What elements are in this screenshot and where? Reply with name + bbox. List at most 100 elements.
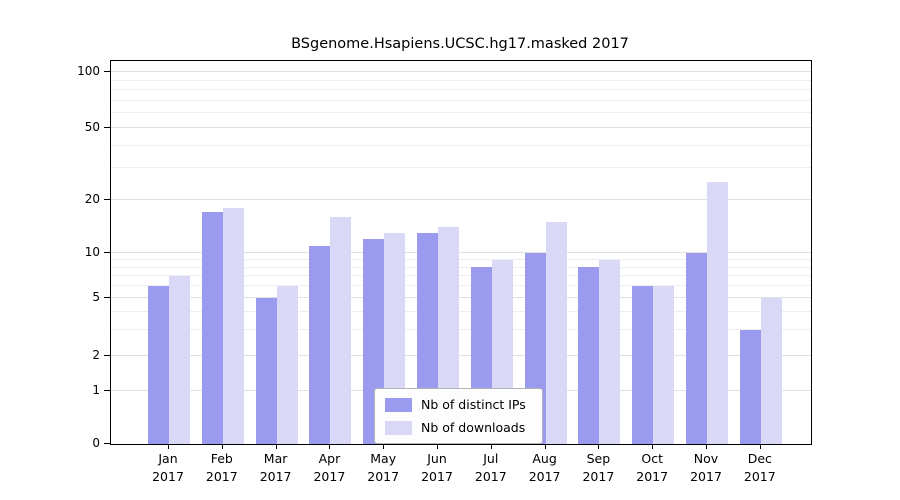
x-tick-month: Apr <box>318 451 341 466</box>
x-tick-mark <box>168 444 169 449</box>
x-tick-label: Jan 2017 <box>152 450 184 486</box>
x-tick-month: Jun <box>427 451 447 466</box>
y-tick-label: 5 <box>92 290 100 304</box>
minor-gridline <box>111 99 811 101</box>
bar-downloads-aug <box>545 222 567 444</box>
bar-distinct-ips-nov <box>686 253 707 444</box>
y-tick-label: 2 <box>92 348 100 362</box>
legend-swatch-downloads <box>385 420 412 435</box>
minor-gridline <box>111 285 811 287</box>
major-gridline <box>111 252 811 253</box>
bar-distinct-ips-oct <box>632 286 654 444</box>
x-tick-year: 2017 <box>636 469 669 484</box>
bar-downloads-apr <box>330 217 352 444</box>
legend-label-downloads: Nb of downloads <box>421 420 526 435</box>
bar-distinct-ips-apr <box>309 246 331 444</box>
x-tick-mark <box>437 444 438 449</box>
x-tick-month: Dec <box>747 451 772 466</box>
bar-downloads-dec <box>760 298 782 444</box>
major-gridline <box>111 199 811 200</box>
bar-downloads-sep <box>599 260 621 444</box>
x-tick-label: Mar 2017 <box>260 450 292 486</box>
x-tick-year: 2017 <box>421 469 453 484</box>
bar-downloads-feb <box>222 208 244 444</box>
x-tick-label: Feb 2017 <box>206 450 238 486</box>
x-tick-month: Aug <box>532 451 557 466</box>
minor-gridline <box>111 112 811 114</box>
chart-title: BSgenome.Hsapiens.UCSC.hg17.masked 2017 <box>291 36 629 52</box>
bar-distinct-ips-mar <box>255 298 277 444</box>
x-tick-month: Jul <box>483 451 499 466</box>
major-gridline <box>111 127 811 128</box>
bar-downloads-nov <box>707 182 728 444</box>
minor-gridline <box>111 79 811 81</box>
x-tick-mark <box>652 444 654 449</box>
minor-gridline <box>111 258 811 260</box>
x-tick-label: Nov 2017 <box>690 450 722 486</box>
x-tick-label: Oct 2017 <box>636 450 668 486</box>
x-tick-year: 2017 <box>582 469 615 484</box>
x-tick-mark <box>383 444 385 449</box>
x-tick-month: Mar <box>263 451 288 466</box>
x-tick-year: 2017 <box>528 469 561 484</box>
x-tick-month: Feb <box>210 451 233 466</box>
y-tick-mark <box>104 252 110 253</box>
x-tick-year: 2017 <box>313 469 346 484</box>
x-tick-month: May <box>370 451 397 466</box>
minor-gridline <box>111 329 811 331</box>
x-tick-month: Oct <box>641 451 663 466</box>
minor-gridline <box>111 311 811 313</box>
x-tick-year: 2017 <box>259 469 292 484</box>
legend-swatch-distinct-ips <box>385 397 412 412</box>
x-tick-year: 2017 <box>690 469 722 484</box>
x-tick-mark <box>544 444 546 449</box>
minor-gridline <box>111 275 811 277</box>
x-tick-year: 2017 <box>743 469 776 484</box>
minor-gridline <box>111 89 811 91</box>
bar-downloads-oct <box>653 286 675 444</box>
bar-distinct-ips-feb <box>201 212 223 444</box>
x-tick-year: 2017 <box>205 469 238 484</box>
x-tick-label: Jul 2017 <box>475 450 507 486</box>
y-tick-mark <box>104 297 110 298</box>
y-tick-mark <box>104 71 110 72</box>
y-tick-mark <box>104 390 110 391</box>
x-tick-label: Dec 2017 <box>744 450 776 486</box>
minor-gridline <box>111 144 811 146</box>
minor-gridline <box>111 266 811 268</box>
legend-item-downloads: Nb of downloads <box>385 420 526 435</box>
plot-area <box>110 60 812 445</box>
x-tick-mark <box>221 444 223 449</box>
y-tick-label: 0 <box>92 436 100 450</box>
major-gridline <box>111 297 811 298</box>
bar-downloads-jan <box>169 276 190 444</box>
x-tick-label: Sep 2017 <box>582 450 614 486</box>
y-tick-label: 10 <box>84 245 100 259</box>
y-tick-mark <box>104 199 110 200</box>
legend-label-distinct-ips: Nb of distinct IPs <box>421 397 526 412</box>
legend-item-distinct-ips: Nb of distinct IPs <box>385 397 526 412</box>
y-tick-label: 1 <box>92 383 100 397</box>
x-tick-mark <box>706 444 707 449</box>
x-tick-year: 2017 <box>474 469 507 484</box>
bar-distinct-ips-dec <box>739 330 761 444</box>
bar-downloads-mar <box>276 286 298 444</box>
minor-gridline <box>111 167 811 169</box>
x-tick-month: Jan <box>158 451 178 466</box>
x-tick-label: Aug 2017 <box>529 450 561 486</box>
x-tick-label: Apr 2017 <box>313 450 345 486</box>
x-tick-mark <box>759 444 761 449</box>
x-tick-year: 2017 <box>152 469 184 484</box>
x-tick-month: Nov <box>693 451 719 466</box>
y-tick-label: 100 <box>77 64 100 78</box>
y-tick-label: 20 <box>84 192 100 206</box>
x-tick-mark <box>598 444 600 449</box>
bar-distinct-ips-jan <box>148 286 169 444</box>
x-tick-mark <box>329 444 331 449</box>
x-tick-label: Jun 2017 <box>421 450 453 486</box>
bar-distinct-ips-sep <box>578 267 600 444</box>
y-tick-label: 50 <box>84 120 100 134</box>
y-tick-mark <box>104 127 110 128</box>
legend: Nb of distinct IPs Nb of downloads <box>374 388 543 444</box>
